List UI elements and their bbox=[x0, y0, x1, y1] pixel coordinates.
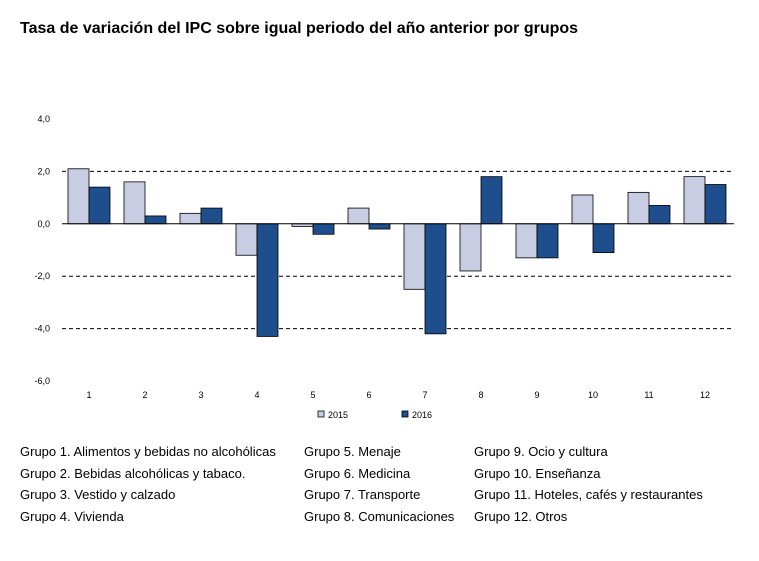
group-legend-item: Grupo 6. Medicina bbox=[304, 465, 411, 481]
bars-layer bbox=[67, 168, 727, 337]
bar-2015-grupo-6 bbox=[347, 207, 370, 225]
bar-2015-grupo-11 bbox=[627, 191, 650, 225]
y-tick-label: 4,0 bbox=[37, 114, 50, 124]
bar-2015-grupo-9 bbox=[515, 223, 538, 259]
y-tick-label: -6,0 bbox=[34, 376, 50, 386]
bar-2016-grupo-10 bbox=[592, 223, 615, 254]
x-tick-label: 11 bbox=[644, 390, 653, 400]
bar-2016-grupo-11 bbox=[648, 205, 671, 225]
group-legend-item: Grupo 7. Transporte bbox=[304, 487, 421, 502]
legend-label-2015: 2015 bbox=[328, 410, 348, 420]
bar-2016-grupo-1 bbox=[88, 186, 111, 225]
y-tick-label: 0,0 bbox=[37, 219, 50, 229]
bar-2015-grupo-12 bbox=[683, 176, 706, 225]
bar-2016-grupo-4 bbox=[256, 223, 279, 337]
bar-2016-grupo-3 bbox=[200, 207, 223, 225]
x-tick-label: 4 bbox=[254, 390, 259, 400]
x-tick-label: 3 bbox=[198, 390, 203, 400]
group-legend: Grupo 1. Alimentos y bebidas no alcohóli… bbox=[20, 444, 750, 534]
x-tick-label: 2 bbox=[142, 390, 147, 400]
group-legend-item: Grupo 11. Hoteles, cafés y restaurantes bbox=[474, 487, 703, 502]
bar-2015-grupo-7 bbox=[403, 223, 426, 290]
bar-2016-grupo-7 bbox=[424, 223, 447, 335]
group-legend-item: Grupo 10. Enseñanza bbox=[474, 465, 601, 481]
bar-2016-grupo-9 bbox=[536, 223, 559, 259]
group-legend-item: Grupo 3. Vestido y calzado bbox=[20, 487, 176, 502]
legend-swatch-2016 bbox=[401, 410, 409, 418]
group-legend-item: Grupo 4. Vivienda bbox=[20, 508, 124, 524]
bar-2015-grupo-2 bbox=[123, 181, 146, 225]
bar-2015-grupo-4 bbox=[235, 223, 258, 256]
bar-2015-grupo-10 bbox=[571, 194, 594, 225]
y-tick-label: -4,0 bbox=[34, 324, 50, 334]
group-legend-item: Grupo 9. Ocio y cultura bbox=[474, 444, 608, 459]
bar-2016-grupo-5 bbox=[312, 223, 335, 235]
x-tick-label: 8 bbox=[478, 390, 483, 400]
bar-2016-grupo-12 bbox=[704, 184, 727, 225]
series-legend: 2015 2016 bbox=[317, 410, 432, 420]
bar-chart: -6,0-4,0-2,00,02,04,01 2 3 4 5 6 7 8 9 10 11 12 201… bbox=[34, 114, 734, 420]
group-legend-item: Grupo 5. Menaje bbox=[304, 444, 401, 459]
x-tick-label: 6 bbox=[366, 390, 371, 400]
x-tick-label: 9 bbox=[534, 390, 539, 400]
legend-swatch-2015 bbox=[317, 410, 325, 418]
bar-2016-grupo-6 bbox=[368, 223, 391, 230]
y-tick-label: -2,0 bbox=[34, 271, 50, 281]
x-tick-label: 12 bbox=[700, 390, 710, 400]
bar-2016-grupo-2 bbox=[144, 215, 167, 225]
group-legend-item: Grupo 12. Otros bbox=[474, 508, 568, 524]
x-tick-label: 10 bbox=[588, 390, 598, 400]
group-legend-item: Grupo 8. Comunicaciones bbox=[304, 508, 455, 524]
bar-2015-grupo-1 bbox=[67, 168, 90, 225]
chart-title: Tasa de variación del IPC sobre igual pe… bbox=[20, 20, 579, 37]
x-tick-label: 5 bbox=[310, 390, 315, 400]
x-tick-label: 1 bbox=[86, 390, 91, 400]
axis-layer: -6,0-4,0-2,00,02,04,01 2 3 4 5 6 7 8 9 10 11 12 bbox=[34, 114, 734, 400]
y-tick-label: 2,0 bbox=[37, 166, 50, 176]
bar-2015-grupo-3 bbox=[179, 212, 202, 225]
bar-2015-grupo-8 bbox=[459, 223, 482, 272]
group-legend-item: Grupo 2. Bebidas alcohólicas y tabaco. bbox=[20, 465, 246, 481]
bar-2016-grupo-8 bbox=[480, 176, 503, 225]
group-legend-item: Grupo 1. Alimentos y bebidas no alcohóli… bbox=[20, 444, 276, 459]
x-tick-label: 7 bbox=[422, 390, 427, 400]
grid-layer bbox=[62, 170, 734, 330]
legend-label-2016: 2016 bbox=[412, 410, 432, 420]
